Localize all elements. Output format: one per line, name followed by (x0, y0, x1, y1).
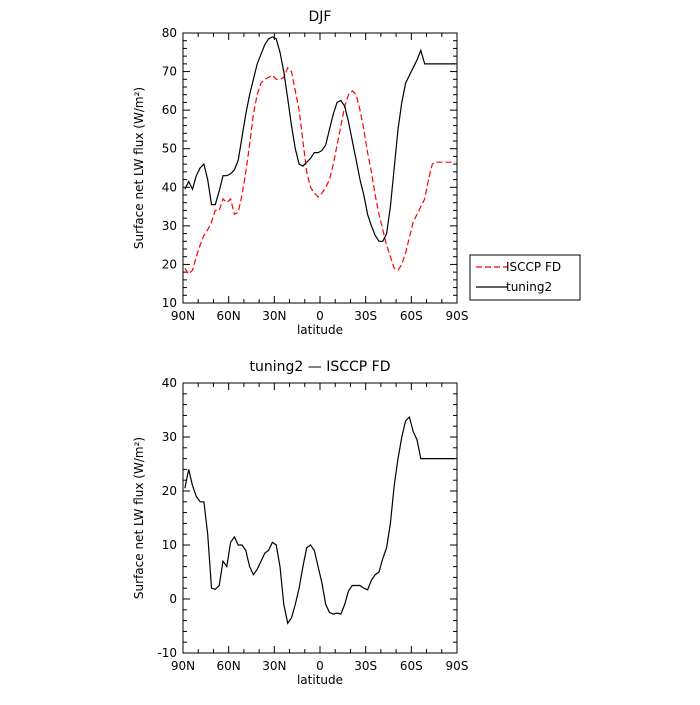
plot-frame (182, 32, 458, 304)
y-tick-label: 20 (162, 257, 177, 271)
x-tick-label: 60S (400, 309, 423, 323)
y-tick-label: 10 (162, 538, 177, 552)
y-tick-label: 30 (162, 430, 177, 444)
x-tick-label: 60N (217, 659, 241, 673)
bottom-panel-difference: tuning2 — ISCCP FD 90N 60N 30N 0 30S 60S 90S -10… (132, 359, 468, 687)
x-tick-label: 30N (262, 659, 286, 673)
x-tick-label: 90N (171, 659, 195, 673)
y-tick-label: 50 (162, 142, 177, 156)
y-tick-label: 30 (162, 219, 177, 233)
x-axis-label: latitude (297, 673, 343, 687)
legend-label: ISCCP FD (506, 260, 561, 274)
y-tick-label: 40 (162, 180, 177, 194)
legend-box (469, 254, 581, 301)
x-tick-label: 0 (316, 659, 324, 673)
y-tick-label: 0 (169, 592, 177, 606)
y-axis-label: Surface net LW flux (W/m²) (132, 437, 146, 599)
chart-title: tuning2 — ISCCP FD (250, 359, 391, 375)
y-tick-label: 20 (162, 484, 177, 498)
x-tick-label: 0 (316, 309, 324, 323)
y-tick-label: -10 (157, 646, 177, 660)
x-axis-label: latitude (297, 323, 343, 337)
y-axis-label: Surface net LW flux (W/m²) (132, 87, 146, 249)
x-tick-label: 60S (400, 659, 423, 673)
y-tick-label: 40 (162, 376, 177, 390)
series-line-0 (184, 415, 456, 625)
y-tick-label: 80 (162, 26, 177, 40)
top-panel-djf: DJF 90N 60N 30N 0 30S 60S 90S 10 20 30 40 50 60 70 80 la… (132, 9, 581, 337)
x-tick-label: 90S (446, 309, 469, 323)
legend-label: tuning2 (506, 280, 552, 294)
x-tick-label: 90N (171, 309, 195, 323)
x-tick-label: 30S (354, 659, 377, 673)
x-tick-label: 30N (262, 309, 286, 323)
x-tick-label: 60N (217, 309, 241, 323)
x-tick-label: 30S (354, 309, 377, 323)
series-line-isccp-fd (184, 66, 456, 276)
series-line-tuning2 (184, 36, 456, 242)
y-tick-label: 70 (162, 65, 177, 79)
y-tick-label: 60 (162, 103, 177, 117)
plot-frame (182, 382, 458, 654)
y-tick-label: 10 (162, 296, 177, 310)
chart-title: DJF (309, 9, 332, 25)
x-tick-label: 90S (446, 659, 469, 673)
